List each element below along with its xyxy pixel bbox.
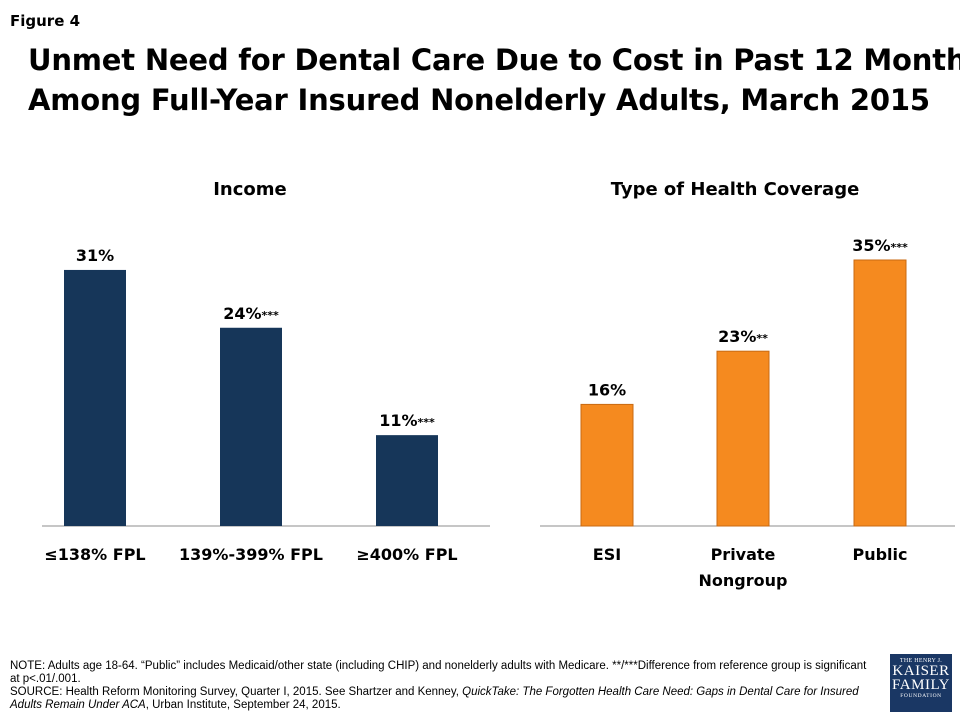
chart-1-bar-3 [376,435,438,526]
title-line-1: Unmet Need for Dental Care Due to Cost i… [28,43,960,77]
logo-line-4: FOUNDATION [900,693,942,699]
chart-2-data-label-2: 23%** [718,327,768,346]
source-title: QuickTake: The Forgotten Health Care Nee… [10,686,859,711]
chart-1-bar-2 [220,327,282,526]
significance-marker: *** [262,309,280,322]
source-prefix: SOURCE: Health Reform Monitoring Survey,… [10,686,463,698]
chart-1-data-label-2: 24%*** [223,304,279,323]
kff-logo: THE HENRY J. KAISER FAMILY FOUNDATION [890,654,952,712]
source-suffix: , Urban Institute, September 24, 2015. [145,699,341,711]
chart-2-data-label-3: 35%*** [852,236,908,255]
logo-line-1: THE HENRY J. [899,658,943,664]
chart-2-title: Type of Health Coverage [611,179,860,200]
significance-marker: *** [418,416,436,429]
chart-2-bar-2 [716,350,770,527]
chart-2-category-label-2-line-2: Nongroup [699,571,788,590]
footnote: NOTE: Adults age 18-64. “Public” include… [10,660,868,712]
chart-2-category-label-2-line-1: Private [711,545,776,564]
figure-label: Figure 4 [10,12,81,30]
chart-1-data-label-1: 31% [76,246,114,265]
chart-2-data-label-1: 16% [588,380,626,399]
chart-1-category-label-3: ≥400% FPL [356,545,457,564]
chart-1-category-label-1: ≤138% FPL [44,545,145,564]
source-text: SOURCE: Health Reform Monitoring Survey,… [10,686,868,712]
chart-2-category-label-3: Public [852,545,907,564]
chart-1-data-label-3: 11%*** [379,411,435,430]
significance-marker: ** [756,332,768,345]
significance-marker: *** [891,241,909,254]
chart-title: Unmet Need for Dental Care Due to Cost i… [28,40,960,120]
bar-charts: Income 31% ≤138% FPL 24%*** 139%-399% FPL 11%… [42,179,955,590]
logo-line-3: FAMILY [892,677,950,693]
chart-1-bar-1 [64,269,126,526]
chart-2-bar-3 [853,259,907,527]
title-line-2: Among Full-Year Insured Nonelderly Adult… [28,83,930,117]
note-text: NOTE: Adults age 18-64. “Public” include… [10,660,867,685]
chart-1-category-label-2: 139%-399% FPL [179,545,323,564]
chart-2-category-label-1: ESI [593,545,621,564]
chart-2-bar-1 [580,403,634,527]
logo-line-2: KAISER [892,663,950,679]
chart-1-title: Income [213,179,287,200]
